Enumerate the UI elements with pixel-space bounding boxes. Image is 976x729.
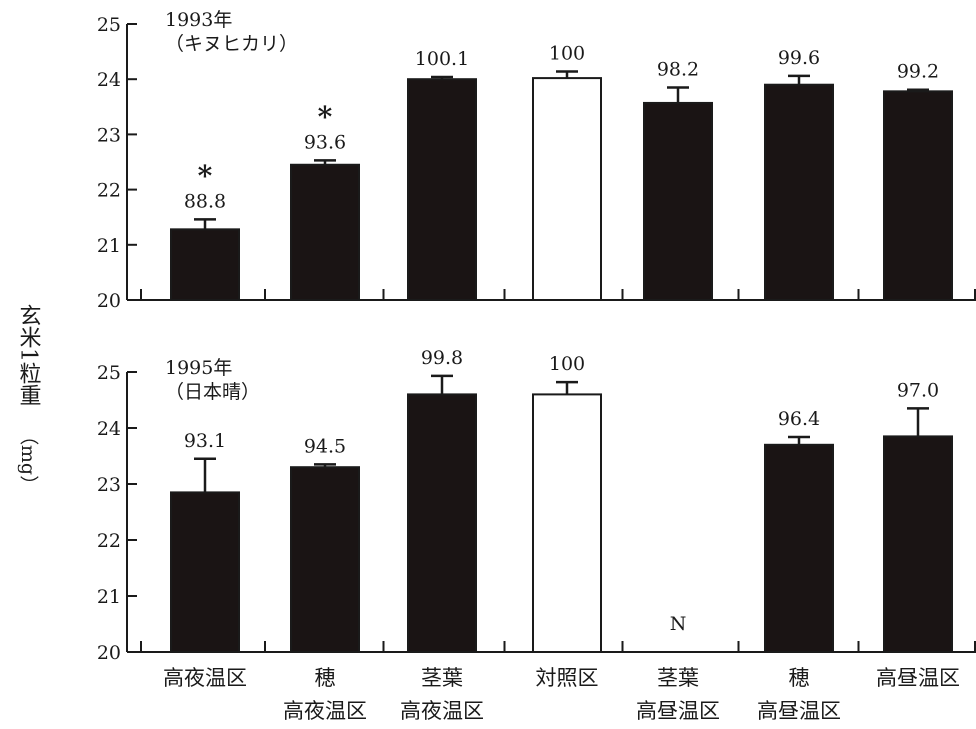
- data-label: 94.5: [304, 435, 346, 457]
- category-label: 穂: [315, 666, 336, 690]
- bar: [883, 90, 953, 302]
- data-label: 96.4: [778, 408, 820, 430]
- y-axis-unit: （mg）: [17, 426, 39, 494]
- data-label: 97.0: [897, 379, 939, 401]
- data-label: 99.2: [897, 61, 939, 83]
- panel-title-line: （キヌヒカリ）: [165, 33, 298, 55]
- data-label: 93.1: [184, 430, 226, 452]
- y-tick-label: 22: [97, 180, 121, 202]
- y-axis-title-group: 玄米1粒重 （mg）: [16, 304, 42, 494]
- data-label: 100: [549, 42, 585, 64]
- category-label: 穂: [789, 666, 810, 690]
- y-axis-title: 玄米1粒重: [16, 304, 42, 406]
- data-label: 100.1: [415, 48, 469, 70]
- category-label: 茎葉: [421, 666, 463, 690]
- control-bar: [532, 77, 602, 302]
- bar: [764, 83, 834, 301]
- bar: [643, 101, 713, 301]
- category-label: 高夜温区: [283, 699, 367, 723]
- category-label: 高昼温区: [876, 666, 960, 690]
- bar: [290, 163, 360, 301]
- panel-title-line: （日本晴）: [165, 381, 260, 403]
- category-label: 茎葉: [657, 666, 699, 690]
- category-label: 対照区: [536, 666, 599, 690]
- category-label: 高夜温区: [400, 699, 484, 723]
- data-label: 88.8: [184, 190, 226, 212]
- y-tick-label: 21: [97, 235, 121, 257]
- panel-title-line: 1993年: [165, 9, 232, 31]
- y-tick-label: 23: [97, 474, 121, 496]
- bar: [290, 466, 360, 654]
- y-tick-label: 24: [97, 69, 121, 91]
- bar: [407, 78, 477, 301]
- control-bar: [532, 393, 602, 653]
- data-label: 98.2: [657, 58, 699, 80]
- category-label: 高昼温区: [757, 699, 841, 723]
- bar: [407, 393, 477, 653]
- data-label: N: [670, 613, 687, 635]
- y-tick-label: 25: [97, 362, 121, 384]
- y-tick-label: 21: [97, 586, 121, 608]
- y-tick-label: 23: [97, 124, 121, 146]
- panel-title-line: 1995年: [165, 357, 232, 379]
- y-tick-label: 20: [97, 290, 121, 312]
- data-label: 100: [549, 353, 585, 375]
- y-tick-label: 25: [97, 14, 121, 36]
- y-tick-label: 20: [97, 642, 121, 664]
- data-label: 99.6: [778, 47, 820, 69]
- bar: [170, 228, 240, 301]
- data-label: 93.6: [304, 131, 346, 153]
- significance-marker: *: [198, 159, 213, 192]
- category-label: 高夜温区: [163, 666, 247, 690]
- bar: [883, 435, 953, 653]
- y-tick-label: 22: [97, 530, 121, 552]
- bar: [764, 443, 834, 653]
- category-label: 高昼温区: [636, 699, 720, 723]
- significance-marker: *: [318, 100, 333, 133]
- panel-2: 20 21 22 23 24 25 1995年（日本晴） 93.1 94.5 99.8 100 N 96…: [97, 347, 976, 664]
- bar: [170, 491, 240, 653]
- y-tick-label: 24: [97, 418, 121, 440]
- data-label: 99.8: [421, 347, 463, 369]
